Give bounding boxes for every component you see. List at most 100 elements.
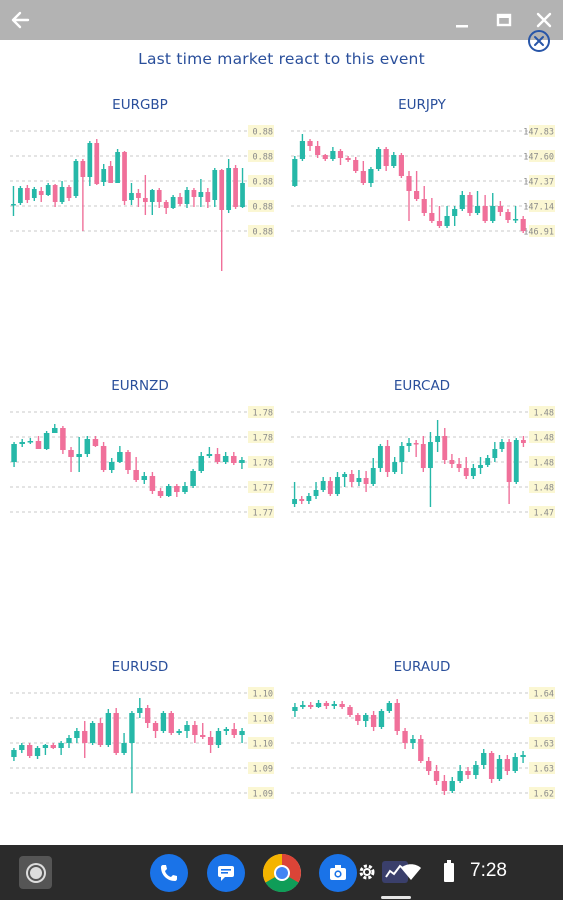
minimize-icon[interactable] bbox=[448, 6, 476, 34]
y-tick-label-bg bbox=[248, 481, 274, 493]
close-circle-icon[interactable] bbox=[528, 30, 550, 52]
candle-bull bbox=[459, 195, 465, 209]
candle-bull bbox=[45, 185, 51, 195]
candle-bull bbox=[363, 715, 369, 721]
candle-bear bbox=[125, 452, 131, 470]
candle-bull bbox=[320, 481, 326, 490]
chrome-app-icon[interactable] bbox=[263, 854, 301, 892]
maximize-icon[interactable] bbox=[490, 6, 518, 34]
candle-bear bbox=[520, 440, 526, 443]
candle-bear bbox=[420, 444, 426, 468]
candle-bull bbox=[43, 433, 50, 449]
candle-bull bbox=[520, 755, 526, 757]
y-tick-label: 1.63 bbox=[534, 715, 554, 725]
y-tick-label-bg bbox=[529, 200, 555, 212]
candle-bull bbox=[170, 197, 176, 208]
candle-bull bbox=[399, 446, 405, 462]
clock: 7:28 bbox=[470, 860, 507, 881]
candle-bull bbox=[129, 713, 135, 743]
y-tick-label: 1.10 bbox=[253, 740, 273, 750]
y-tick-label: 1.62 bbox=[534, 790, 554, 800]
y-tick-label: 147.37 bbox=[523, 178, 554, 188]
page-headline: Last time market react to this event bbox=[138, 50, 425, 68]
candle-bull bbox=[292, 499, 298, 504]
candle-bull bbox=[410, 739, 416, 743]
candle-bull bbox=[11, 750, 17, 757]
candle-bear bbox=[339, 704, 345, 707]
candle-bear bbox=[231, 729, 237, 735]
candle-bull bbox=[160, 713, 167, 731]
y-tick-label: 1.10 bbox=[253, 690, 273, 700]
candle-bear bbox=[156, 190, 162, 202]
y-tick-label: 1.77 bbox=[253, 509, 273, 519]
candle-bear bbox=[488, 753, 495, 779]
market-app-icon[interactable] bbox=[380, 859, 410, 889]
candle-bear bbox=[157, 491, 164, 496]
close-icon[interactable] bbox=[530, 6, 558, 34]
candle-bear bbox=[436, 221, 443, 226]
y-tick-label-bg bbox=[529, 125, 555, 137]
candle-bear bbox=[168, 713, 174, 733]
y-tick-label: 1.77 bbox=[253, 484, 273, 494]
candlestick-chart-eurcad: 1.48 1.48 1.48 1.48 1.47 bbox=[291, 406, 555, 519]
settings-app-icon[interactable] bbox=[356, 861, 378, 887]
candle-bull bbox=[184, 725, 190, 731]
candle-bear bbox=[200, 735, 206, 737]
candlestick-chart-eurusd: 1.10 1.10 1.10 1.09 1.09 bbox=[10, 687, 274, 800]
candle-bull bbox=[198, 192, 204, 197]
candle-bear bbox=[149, 476, 156, 491]
candle-bull bbox=[335, 477, 340, 494]
candle-bear bbox=[142, 198, 148, 202]
candle-bull bbox=[105, 713, 112, 745]
candle-bull bbox=[485, 458, 491, 465]
candle-bull bbox=[212, 170, 218, 200]
phone-app-icon[interactable] bbox=[150, 854, 188, 892]
candle-bull bbox=[87, 143, 93, 177]
candle-bear bbox=[429, 213, 435, 221]
candle-bear bbox=[52, 185, 58, 202]
y-tick-label-bg bbox=[248, 712, 274, 724]
candle-bear bbox=[497, 206, 503, 212]
y-tick-label-bg bbox=[529, 737, 555, 749]
messages-app-icon[interactable] bbox=[207, 854, 245, 892]
candlestick-chart-eurnzd: 1.78 1.78 1.78 1.77 1.77 bbox=[10, 406, 274, 519]
candle-bear bbox=[24, 188, 30, 200]
candlestick-chart-euraud: 1.64 1.63 1.63 1.63 1.62 bbox=[291, 687, 555, 800]
y-tick-label: 1.63 bbox=[534, 765, 554, 775]
y-tick-label-bg bbox=[529, 150, 555, 162]
candle-bear bbox=[80, 161, 86, 177]
candle-bull bbox=[492, 449, 498, 458]
candle-bull bbox=[121, 743, 127, 753]
candle-bear bbox=[421, 199, 427, 213]
y-tick-label: 0.88 bbox=[253, 203, 273, 213]
y-tick-label-bg bbox=[529, 762, 555, 774]
candle-bear bbox=[82, 731, 88, 743]
candle-bull bbox=[392, 462, 398, 472]
y-tick-label: 1.64 bbox=[534, 690, 554, 700]
y-tick-label: 0.88 bbox=[253, 128, 273, 138]
y-tick-label: 1.78 bbox=[253, 459, 273, 469]
launcher-icon[interactable] bbox=[19, 856, 52, 889]
candle-bear bbox=[370, 715, 377, 727]
candle-bull bbox=[342, 474, 348, 477]
y-tick-label: 1.10 bbox=[253, 715, 273, 725]
candle-bear bbox=[50, 745, 56, 748]
candle-bear bbox=[177, 197, 183, 204]
camera-app-icon[interactable] bbox=[319, 854, 357, 892]
candlestick-chart-eurjpy: 147.83 147.60 147.37 147.14 146.91 bbox=[291, 125, 555, 238]
candle-bear bbox=[68, 450, 74, 457]
candle-bear bbox=[122, 152, 127, 201]
candle-bear bbox=[97, 723, 104, 745]
candle-bear bbox=[207, 737, 214, 745]
y-tick-label: 147.60 bbox=[523, 153, 554, 163]
candle-bull bbox=[84, 439, 91, 454]
y-tick-label-bg bbox=[248, 431, 274, 443]
candle-bull bbox=[11, 444, 17, 462]
candle-bear bbox=[233, 168, 238, 207]
y-tick-label: 1.48 bbox=[534, 459, 554, 469]
y-tick-label-bg bbox=[529, 506, 555, 518]
candle-bear bbox=[504, 759, 511, 771]
candle-bear bbox=[299, 499, 305, 501]
back-arrow-icon[interactable] bbox=[6, 6, 34, 34]
candle-bear bbox=[66, 187, 72, 198]
